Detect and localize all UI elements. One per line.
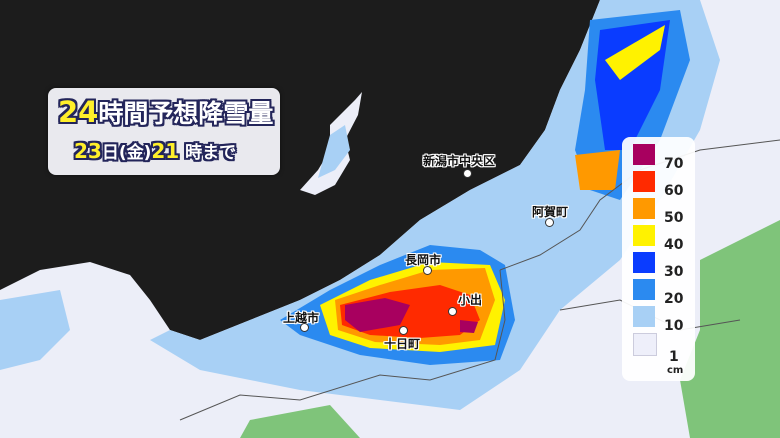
city-marker xyxy=(423,266,432,275)
title-box: 24時間予想降雪量 23日(金)21 時まで xyxy=(48,88,280,175)
legend: 70 60 50 40 30 20 10 1 cm xyxy=(622,137,695,381)
map-subtitle: 23日(金)21 時まで xyxy=(74,139,237,163)
city-label: 長岡市 xyxy=(405,253,442,267)
legend-swatch-1 xyxy=(633,333,657,356)
legend-label: 30 xyxy=(664,264,684,280)
city-label: 十日町 xyxy=(384,337,421,351)
city-label: 小出 xyxy=(458,293,483,307)
legend-label: 20 xyxy=(664,291,684,307)
legend-label: 60 xyxy=(664,183,684,199)
city-label: 新潟市中央区 xyxy=(423,154,496,168)
legend-swatch-60 xyxy=(633,171,655,192)
city-marker xyxy=(463,169,472,178)
city-label: 阿賀町 xyxy=(532,205,569,219)
city-label: 上越市 xyxy=(283,311,320,325)
legend-swatch-40 xyxy=(633,225,655,246)
legend-swatch-70 xyxy=(633,144,655,165)
legend-swatch-50 xyxy=(633,198,655,219)
legend-swatch-10 xyxy=(633,306,655,327)
legend-swatch-20 xyxy=(633,279,655,300)
legend-swatch-30 xyxy=(633,252,655,273)
city-marker xyxy=(300,323,309,332)
legend-unit: cm xyxy=(667,365,684,376)
legend-label: 10 xyxy=(664,318,684,334)
legend-label: 70 xyxy=(664,156,684,172)
map-title: 24時間予想降雪量 xyxy=(58,95,274,129)
legend-label: 50 xyxy=(664,210,684,226)
city-marker xyxy=(545,218,554,227)
city-marker xyxy=(448,307,457,316)
green-area xyxy=(680,220,780,438)
city-marker xyxy=(399,326,408,335)
legend-label: 1 xyxy=(669,349,679,365)
legend-label: 40 xyxy=(664,237,684,253)
